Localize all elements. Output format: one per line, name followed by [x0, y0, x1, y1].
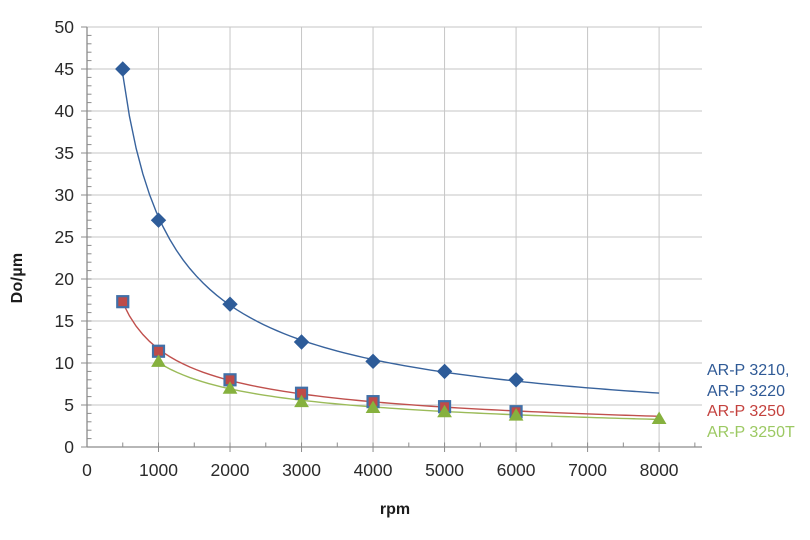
y-tick-label: 10	[55, 353, 75, 373]
y-tick-label: 15	[55, 311, 74, 331]
marker-square	[116, 295, 130, 309]
legend-entry: AR-P 3250T	[707, 423, 795, 441]
marker-triangle	[651, 411, 667, 424]
marker-diamond	[115, 61, 131, 77]
y-tick-label: 30	[55, 185, 75, 205]
y-tick-label: 20	[55, 269, 75, 289]
marker-triangle	[437, 404, 452, 418]
x-tick-label: 8000	[640, 460, 679, 480]
marker-diamond	[150, 212, 167, 228]
x-tick-label: 5000	[425, 460, 464, 480]
y-axis-title: Do/µm	[9, 252, 26, 304]
x-tick-label: 1000	[139, 460, 178, 480]
legend-entry: AR-P 3220	[707, 382, 785, 400]
x-tick-label: 6000	[497, 460, 536, 480]
marker-diamond	[365, 353, 381, 370]
series-curve-1	[122, 302, 660, 418]
series-curve-0	[122, 74, 660, 394]
legend-entry: AR-P 3210,	[707, 362, 790, 379]
marker-triangle	[151, 354, 166, 367]
x-tick-label: 4000	[354, 460, 393, 480]
marker-triangle	[222, 381, 238, 394]
x-tick-label: 3000	[282, 460, 321, 480]
marker-triangle	[365, 400, 381, 414]
marker-diamond	[222, 296, 238, 312]
legend-entry: AR-P 3250	[707, 403, 785, 420]
series-curve-2	[158, 361, 660, 421]
marker-diamond	[508, 372, 524, 388]
marker-triangle	[294, 394, 309, 408]
x-tick-label: 7000	[568, 460, 607, 480]
marker-diamond	[436, 363, 453, 380]
x-axis-title: rpm	[379, 501, 411, 518]
y-tick-label: 25	[55, 227, 74, 247]
chart-legend: AR-P 3210, AR-P 3220 AR-P 3250 AR-P 3250T	[707, 361, 807, 443]
y-tick-label: 50	[55, 17, 75, 37]
y-tick-label: 0	[64, 437, 74, 457]
y-tick-label: 35	[55, 143, 74, 163]
x-tick-label: 0	[82, 460, 92, 480]
marker-diamond	[293, 334, 310, 350]
marker-triangle	[508, 408, 524, 421]
y-tick-label: 40	[55, 101, 75, 121]
x-tick-label: 2000	[211, 460, 250, 480]
y-tick-label: 5	[64, 395, 74, 415]
y-tick-label: 45	[55, 59, 74, 79]
